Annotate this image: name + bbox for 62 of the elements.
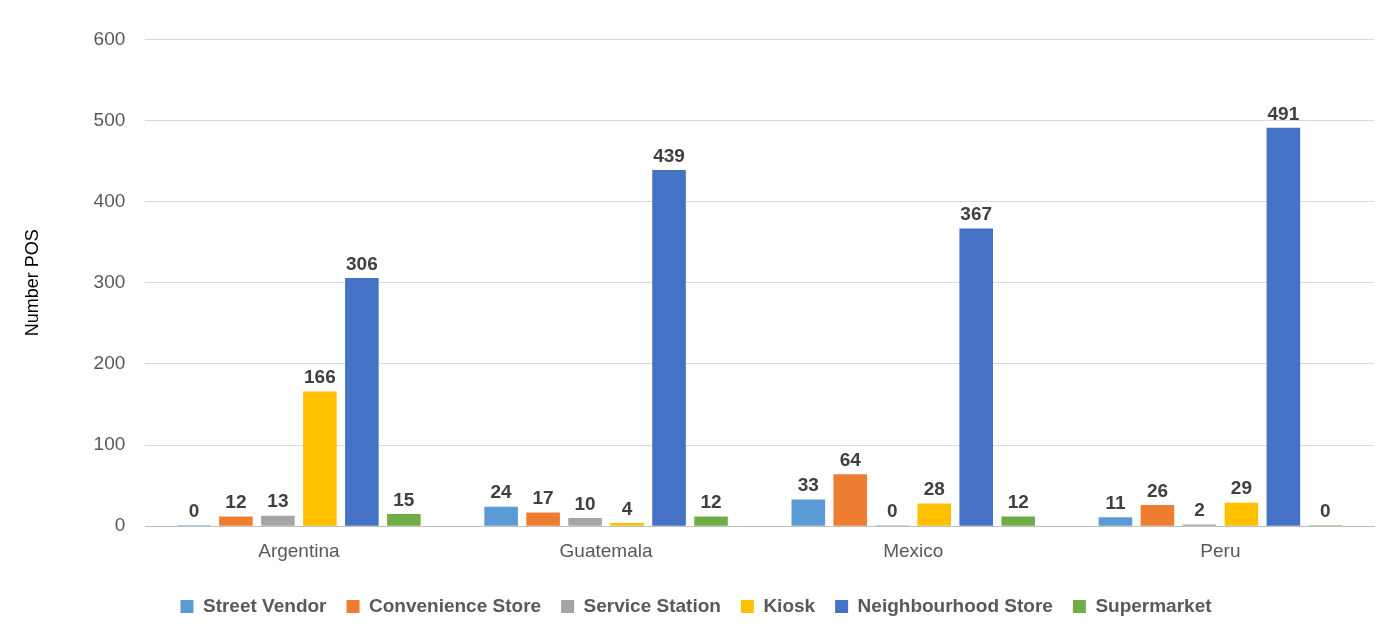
bar [652,170,686,526]
data-label: 64 [839,449,862,471]
x-tick-label: Mexico [883,539,944,561]
data-label: 26 [1146,479,1169,501]
data-label: 12 [700,491,722,513]
bar [694,516,728,526]
y-axis-title: Number POS [21,229,42,337]
data-label: 367 [960,203,993,225]
y-tick-label: 300 [93,271,126,293]
data-label: 15 [393,488,415,510]
data-label: 13 [267,490,289,512]
bar [1266,127,1301,526]
y-tick-label: 400 [93,189,126,211]
data-label: 439 [653,144,685,166]
legend-label: Supermarket [1095,594,1213,616]
bar [387,514,421,526]
data-label: 166 [304,366,336,388]
x-tick-label: Argentina [258,539,340,561]
data-label: 11 [1105,492,1126,514]
bar [959,228,993,526]
bar [568,518,602,526]
bar [1140,505,1175,526]
y-tick-label: 600 [93,27,126,49]
y-tick-label: 500 [93,108,126,130]
data-label: 0 [188,499,200,521]
data-label: 0 [886,499,898,521]
data-label: 491 [1267,102,1300,124]
data-label: 0 [1320,499,1331,521]
legend-label: Kiosk [763,594,816,616]
bar [303,391,337,526]
data-label: 2 [1194,499,1205,521]
bar [484,506,518,526]
bar [610,522,644,526]
bar [917,503,952,526]
bar [261,515,295,526]
bar [1001,516,1035,526]
bar [1224,502,1259,526]
data-label: 17 [532,487,554,509]
data-label: 12 [225,491,247,513]
legend-label: Convenience Store [369,594,542,616]
bar [833,474,868,526]
x-tick-label: Guatemala [559,539,653,561]
data-label: 28 [923,478,945,500]
y-tick-label: 0 [114,514,126,536]
y-tick-label: 100 [93,433,126,455]
bar [219,516,253,526]
bar [345,277,379,526]
x-tick-label: Peru [1200,539,1241,561]
legend-label: Service Station [583,594,721,616]
bar [1098,517,1133,526]
bar [526,512,560,526]
data-label: 306 [346,252,378,274]
data-label: 33 [797,474,819,496]
y-tick-label: 200 [93,352,126,374]
data-label: 24 [490,481,513,503]
bar [791,499,826,526]
data-label: 12 [1007,491,1029,513]
data-label: 10 [574,492,596,514]
data-label: 29 [1230,477,1252,499]
data-label: 4 [621,497,633,519]
legend-label: Neighbourhood Store [857,594,1053,616]
legend-label: Street Vendor [202,594,328,616]
